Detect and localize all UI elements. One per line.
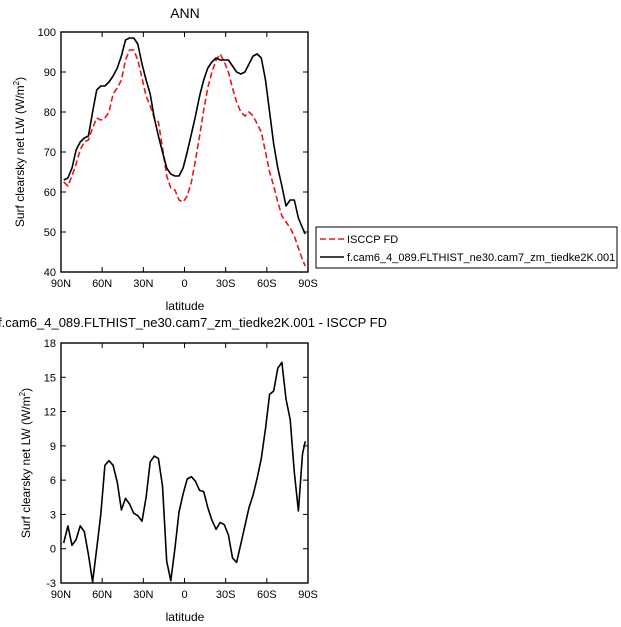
top-y-axis-label-close: ) [13,77,27,81]
bottom-x-tick-label: 90S [298,589,318,601]
legend: ISCCP FD f.cam6_4_089.FLTHIST_ne30.cam7_… [315,226,618,269]
bottom-y-tick-label: 6 [50,475,56,487]
legend-box [315,226,618,269]
legend-label-model: f.cam6_4_089.FLTHIST_ne30.cam7_zm_tiedke… [347,252,615,264]
top-x-axis-label: latitude [166,299,205,313]
bottom-y-tick-label: 0 [50,544,56,556]
top-x-ticks: 90N 60N 30N 0 30S 60S 90S [51,32,318,290]
bottom-x-ticks: 90N 60N 30N 0 30S 60S 90S [51,343,318,601]
top-y-tick-label: 100 [38,27,56,39]
top-y-axis-label-sup: 2 [12,80,21,85]
bottom-y-tick-label: 3 [50,509,56,521]
top-x-tick-label: 30S [216,278,236,290]
bottom-plot-frame [60,342,309,584]
bottom-series-lines [62,361,307,583]
bottom-y-tick-label: -3 [46,578,56,590]
bottom-x-tick-label: 60N [92,589,112,601]
bottom-y-tick-label: 12 [44,407,56,419]
top-x-tick-label: 90S [298,278,318,290]
top-x-tick-label: 0 [181,278,187,290]
top-y-ticks: 40 50 60 70 80 90 100 [38,27,308,279]
bottom-y-ticks: -3 0 3 6 9 12 15 18 [44,338,308,590]
top-series-line-1 [63,37,307,235]
bottom-x-tick-label: 30S [216,589,236,601]
top-y-tick-label: 80 [44,107,56,119]
top-x-tick-label: 60S [257,278,277,290]
bottom-x-tick-label: 90N [51,589,71,601]
legend-label-isccp: ISCCP FD [347,234,398,246]
top-y-tick-label: 40 [44,267,56,279]
bottom-y-axis-label-main: Surf clearsky net LW (W/m [19,396,33,538]
top-x-tick-label: 60N [92,278,112,290]
top-chart-title: ANN [170,5,200,21]
bottom-y-tick-label: 15 [44,372,56,384]
bottom-y-tick-label: 9 [50,441,56,453]
top-y-tick-label: 90 [44,67,56,79]
top-series-line-0 [63,49,307,267]
bottom-chart-title: f.cam6_4_089.FLTHIST_ne30.cam7_zm_tiedke… [0,315,387,330]
bottom-series-line-0 [62,361,307,583]
top-x-tick-label: 90N [51,278,71,290]
top-y-tick-label: 50 [44,227,56,239]
top-y-axis-label-main: Surf clearsky net LW (W/m [13,85,27,227]
top-y-axis-label: Surf clearsky net LW (W/m2) [12,77,27,227]
bottom-y-axis-label-sup: 2 [18,391,27,396]
bottom-y-axis-label-close: ) [19,388,33,392]
top-y-tick-label: 60 [44,187,56,199]
bottom-x-tick-label: 30N [133,589,153,601]
top-series-lines [63,37,307,267]
bottom-x-tick-label: 60S [257,589,277,601]
bottom-y-tick-label: 18 [44,338,56,350]
bottom-y-axis-label: Surf clearsky net LW (W/m2) [18,388,33,538]
bottom-x-axis-label: latitude [166,610,205,624]
top-x-tick-label: 30N [133,278,153,290]
top-y-tick-label: 70 [44,147,56,159]
bottom-x-tick-label: 0 [181,589,187,601]
top-plot-frame [60,31,309,273]
bottom-panel: f.cam6_4_089.FLTHIST_ne30.cam7_zm_tiedke… [0,315,387,624]
